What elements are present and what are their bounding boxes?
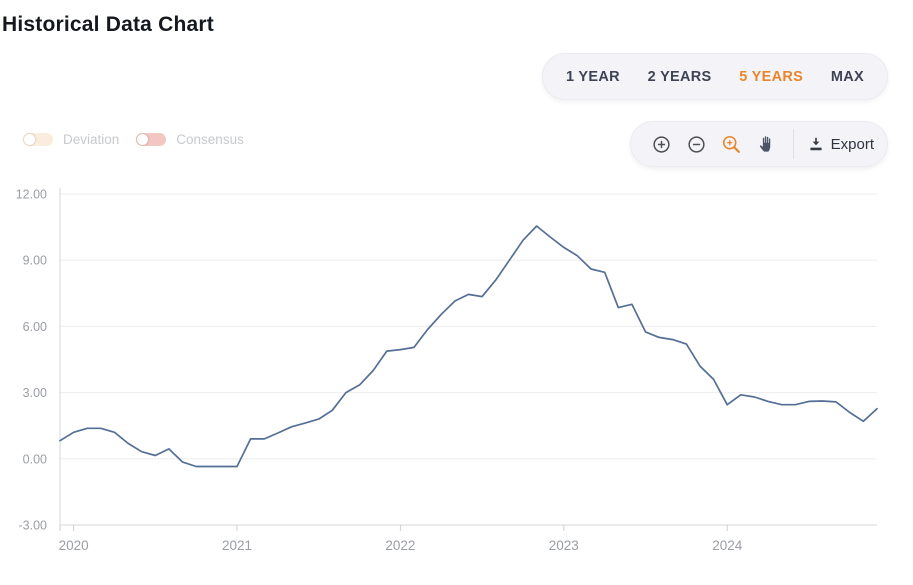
chart-toolbar: Export [630, 121, 888, 167]
x-axis-label: 2023 [549, 538, 579, 553]
y-axis-label: -3.00 [19, 519, 48, 533]
y-axis-label: 0.00 [23, 452, 47, 466]
consensus-toggle-knob [137, 134, 149, 145]
page-title: Historical Data Chart [2, 13, 214, 36]
zoom-out-icon [688, 135, 705, 153]
deviation-label: Deviation [63, 132, 120, 147]
pan-button[interactable] [755, 131, 780, 157]
toolbar-divider [792, 129, 794, 159]
range-option-5-years[interactable]: 5 YEARS [739, 68, 804, 85]
consensus-label: Consensus [176, 132, 244, 147]
export-button[interactable]: Export [802, 136, 874, 153]
zoom-out-button[interactable] [684, 131, 709, 157]
magnifier-plus-icon [723, 135, 741, 153]
zoom-in-icon [653, 135, 670, 153]
x-axis-label: 2021 [222, 538, 252, 553]
range-option-1-year[interactable]: 1 YEAR [566, 68, 620, 85]
range-option-2-years[interactable]: 2 YEARS [647, 68, 712, 85]
y-axis-label: 12.00 [16, 188, 47, 202]
x-axis-label: 2022 [385, 538, 415, 553]
y-axis-label: 9.00 [23, 254, 47, 268]
range-option-max[interactable]: MAX [830, 68, 864, 85]
y-axis-label: 3.00 [23, 386, 47, 400]
zoom-in-button[interactable] [649, 131, 674, 157]
hand-pan-icon [759, 136, 771, 152]
x-axis-label: 2020 [59, 538, 89, 553]
consensus-toggle[interactable] [136, 133, 167, 146]
legend-toggles: Deviation Consensus [23, 131, 261, 148]
y-axis-label: 6.00 [23, 320, 47, 334]
deviation-toggle-knob [24, 134, 35, 145]
data-line [59, 225, 878, 468]
x-axis-label: 2024 [712, 538, 743, 553]
download-icon [810, 137, 822, 151]
zoom-selection-button[interactable] [719, 131, 744, 157]
export-label: Export [830, 135, 875, 153]
range-selector: 1 YEAR 2 YEARS 5 YEARS MAX [542, 53, 888, 100]
deviation-toggle[interactable] [23, 133, 53, 146]
